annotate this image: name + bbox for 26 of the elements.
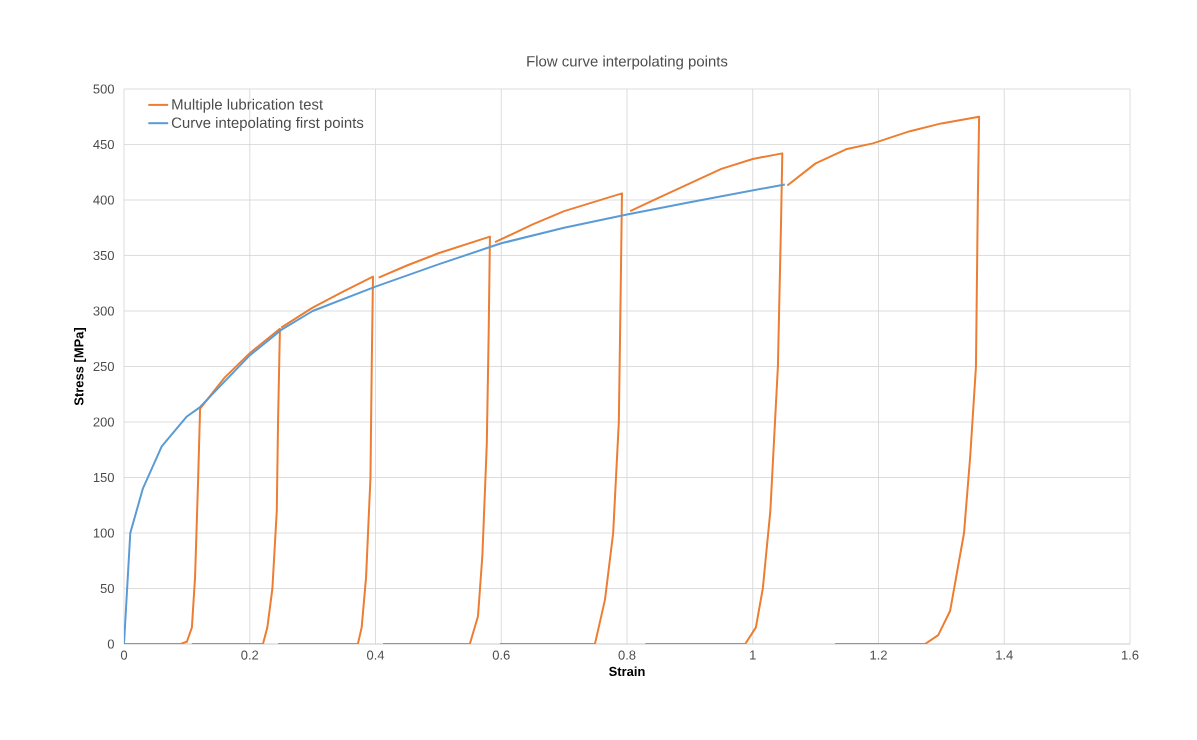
x-tick-label: 1.4 [996, 650, 1013, 660]
x-tick-label: 1 [750, 650, 756, 660]
x-tick-label: 1.2 [870, 650, 887, 660]
y-tick-label: 0 [107, 639, 114, 649]
y-tick-label: 50 [100, 583, 114, 594]
y-tick-label: 100 [93, 528, 114, 538]
legend-label: Multiple lubrication test [172, 98, 323, 113]
x-tick-label: 0.2 [241, 650, 259, 660]
x-tick-label: 1.6 [1121, 650, 1139, 660]
y-tick-label: 200 [93, 417, 114, 427]
y-tick-label: 350 [93, 250, 114, 261]
x-tick-label: 0 [120, 650, 128, 660]
y-axis-title: Stress [MPa] [73, 328, 87, 406]
y-tick-label: 400 [93, 195, 114, 205]
y-tick-label: 450 [93, 139, 114, 150]
y-tick-label: 150 [93, 472, 114, 483]
x-tick-label: 0.4 [367, 650, 385, 660]
x-tick-label: 0.8 [618, 650, 636, 660]
x-tick-label: 0.6 [492, 650, 510, 660]
y-tick-label: 250 [93, 361, 114, 372]
y-tick-label: 300 [93, 306, 114, 316]
y-tick-label: 500 [93, 84, 114, 94]
legend-label: Curve intepolating first points [171, 117, 364, 131]
x-axis-title: Strain [609, 666, 645, 677]
chart-title: Flow curve interpolating points [527, 55, 728, 70]
line-series [124, 183, 786, 644]
